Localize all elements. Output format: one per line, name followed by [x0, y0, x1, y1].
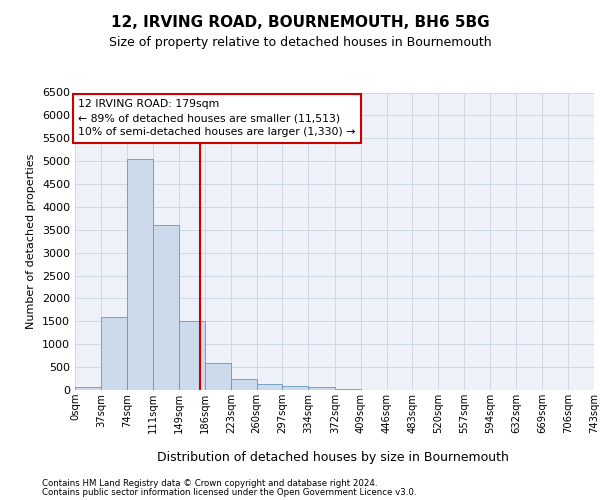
Bar — [231, 378, 257, 390]
Bar — [308, 388, 335, 390]
Text: Contains public sector information licensed under the Open Government Licence v3: Contains public sector information licen… — [42, 488, 416, 497]
Bar — [205, 362, 231, 390]
Bar — [75, 388, 101, 390]
Text: Distribution of detached houses by size in Bournemouth: Distribution of detached houses by size … — [157, 451, 509, 464]
Bar — [283, 386, 308, 390]
Bar — [127, 159, 152, 390]
Bar — [257, 384, 283, 390]
Bar — [179, 322, 205, 390]
Bar — [152, 225, 179, 390]
Bar — [101, 317, 127, 390]
Text: 12 IRVING ROAD: 179sqm
← 89% of detached houses are smaller (11,513)
10% of semi: 12 IRVING ROAD: 179sqm ← 89% of detached… — [79, 100, 356, 138]
Text: Contains HM Land Registry data © Crown copyright and database right 2024.: Contains HM Land Registry data © Crown c… — [42, 479, 377, 488]
Text: 12, IRVING ROAD, BOURNEMOUTH, BH6 5BG: 12, IRVING ROAD, BOURNEMOUTH, BH6 5BG — [110, 15, 490, 30]
Y-axis label: Number of detached properties: Number of detached properties — [26, 154, 37, 329]
Text: Size of property relative to detached houses in Bournemouth: Size of property relative to detached ho… — [109, 36, 491, 49]
Bar — [335, 389, 361, 390]
